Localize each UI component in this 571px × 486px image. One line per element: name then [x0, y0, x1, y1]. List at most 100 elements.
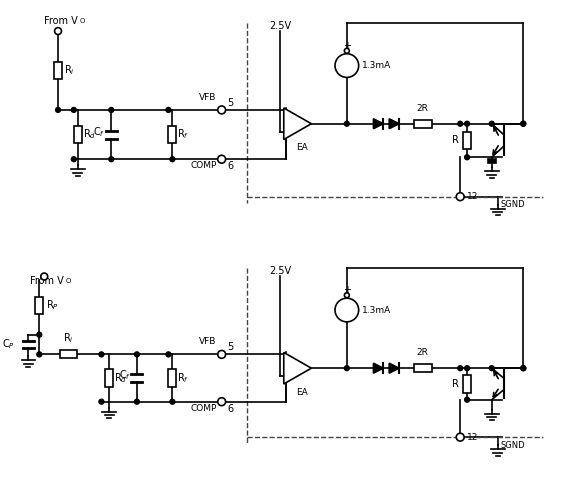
Text: R: R: [452, 379, 459, 389]
Text: EA: EA: [296, 388, 307, 397]
Bar: [414, 120, 432, 128]
Circle shape: [458, 122, 463, 126]
Text: 1.3mA: 1.3mA: [361, 306, 391, 314]
Text: +: +: [343, 285, 351, 295]
Bar: [463, 375, 471, 393]
Text: R$_d$: R$_d$: [83, 128, 96, 141]
Text: +: +: [343, 41, 351, 51]
Bar: [488, 159, 496, 163]
Text: R$_i$: R$_i$: [63, 331, 74, 345]
Circle shape: [344, 122, 349, 126]
Bar: [105, 369, 113, 387]
Circle shape: [71, 157, 77, 162]
Circle shape: [218, 350, 226, 358]
Circle shape: [465, 366, 469, 371]
Text: 12: 12: [467, 192, 478, 201]
Circle shape: [170, 157, 175, 162]
Circle shape: [456, 193, 464, 201]
Polygon shape: [373, 363, 383, 373]
Bar: [168, 126, 176, 143]
Circle shape: [71, 107, 77, 112]
Bar: [59, 350, 77, 358]
Circle shape: [344, 293, 349, 298]
Circle shape: [335, 298, 359, 322]
Text: −: −: [287, 370, 296, 380]
Text: 2R: 2R: [417, 348, 429, 357]
Text: −: −: [287, 125, 296, 136]
Bar: [168, 369, 176, 387]
Circle shape: [521, 366, 526, 371]
Text: 12: 12: [467, 433, 478, 442]
Text: From V: From V: [30, 277, 64, 286]
Circle shape: [37, 332, 42, 337]
Text: SGND: SGND: [501, 441, 525, 450]
Text: O: O: [80, 18, 85, 24]
Text: 2.5V: 2.5V: [269, 265, 291, 276]
Polygon shape: [373, 119, 383, 129]
Text: EA: EA: [296, 143, 307, 153]
Polygon shape: [284, 352, 311, 384]
Circle shape: [218, 106, 226, 114]
Polygon shape: [284, 108, 311, 139]
Circle shape: [465, 155, 469, 160]
Circle shape: [521, 122, 526, 126]
Text: 2R: 2R: [417, 104, 429, 113]
Circle shape: [335, 54, 359, 77]
Text: 6: 6: [228, 404, 234, 414]
Text: VFB: VFB: [199, 93, 217, 102]
Text: R: R: [452, 136, 459, 145]
Circle shape: [458, 366, 463, 371]
Text: COMP: COMP: [190, 404, 217, 413]
Polygon shape: [389, 363, 399, 373]
Circle shape: [109, 107, 114, 112]
Circle shape: [218, 398, 226, 406]
Circle shape: [41, 273, 48, 280]
Text: 6: 6: [228, 161, 234, 171]
Circle shape: [521, 366, 526, 371]
Circle shape: [456, 433, 464, 441]
Bar: [414, 364, 432, 372]
Text: C$_f$: C$_f$: [93, 125, 105, 139]
Text: 5: 5: [228, 343, 234, 352]
Circle shape: [218, 155, 226, 163]
Bar: [54, 62, 62, 79]
Text: R$_f$: R$_f$: [178, 371, 190, 385]
Circle shape: [109, 157, 114, 162]
Text: 5: 5: [228, 98, 234, 108]
Circle shape: [465, 397, 469, 402]
Text: VFB: VFB: [199, 337, 217, 347]
Text: COMP: COMP: [190, 161, 217, 170]
Text: SGND: SGND: [501, 200, 525, 209]
Circle shape: [55, 28, 62, 35]
Text: +: +: [287, 112, 295, 122]
Bar: [35, 297, 43, 314]
Circle shape: [134, 352, 139, 357]
Text: O: O: [66, 278, 71, 284]
Text: R$_d$: R$_d$: [114, 371, 127, 385]
Text: From V: From V: [44, 16, 78, 26]
Circle shape: [55, 107, 61, 112]
Circle shape: [344, 366, 349, 371]
Text: 2.5V: 2.5V: [269, 21, 291, 31]
Circle shape: [166, 107, 171, 112]
Text: C$_P$: C$_P$: [2, 338, 15, 351]
Text: R$_P$: R$_P$: [46, 299, 59, 312]
Circle shape: [489, 366, 494, 371]
Text: 1.3mA: 1.3mA: [361, 61, 391, 70]
Circle shape: [344, 48, 349, 53]
Bar: [74, 126, 82, 143]
Text: +: +: [287, 356, 295, 366]
Circle shape: [99, 352, 104, 357]
Circle shape: [37, 352, 42, 357]
Circle shape: [99, 399, 104, 404]
Circle shape: [134, 399, 139, 404]
Text: R$_i$: R$_i$: [64, 64, 75, 77]
Circle shape: [465, 122, 469, 126]
Circle shape: [521, 122, 526, 126]
Bar: [463, 132, 471, 149]
Circle shape: [489, 122, 494, 126]
Text: C$_f$: C$_f$: [119, 368, 131, 382]
Text: R$_f$: R$_f$: [178, 128, 190, 141]
Circle shape: [166, 352, 171, 357]
Circle shape: [170, 399, 175, 404]
